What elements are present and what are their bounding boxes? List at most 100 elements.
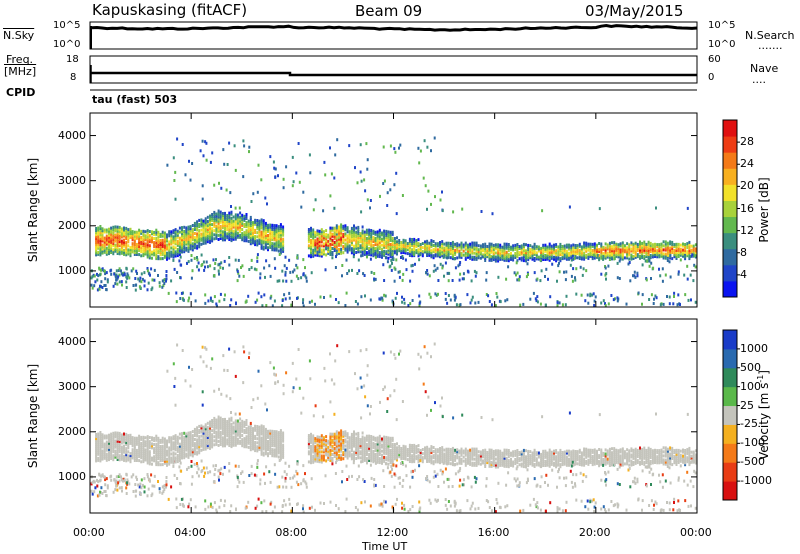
velocity-cell xyxy=(198,449,201,453)
power-cell xyxy=(112,242,115,246)
power-cell xyxy=(129,248,132,252)
power-cell xyxy=(302,258,305,262)
power-cell xyxy=(307,244,310,248)
velocity-cell xyxy=(185,434,188,438)
power-cell xyxy=(365,142,368,146)
power-cell xyxy=(277,243,280,247)
velocity-cell xyxy=(335,440,338,444)
velocity-cell xyxy=(344,444,347,448)
power-cell xyxy=(331,242,334,246)
velocity-cell xyxy=(202,429,205,433)
power-cell xyxy=(549,295,552,299)
velocity-cell xyxy=(187,453,190,457)
power-cell xyxy=(467,249,469,253)
power-cell xyxy=(485,293,488,296)
power-cell xyxy=(118,248,121,252)
velocity-cell xyxy=(316,459,319,463)
velocity-cell xyxy=(219,420,222,424)
power-cell xyxy=(112,238,115,241)
power-cell xyxy=(383,231,386,235)
power-cell xyxy=(662,302,665,306)
power-cell xyxy=(206,238,209,242)
power-cell xyxy=(256,235,259,239)
velocity-cell xyxy=(402,454,405,458)
power-cell xyxy=(282,231,285,235)
velocity-cell xyxy=(269,433,272,437)
velocity-cell xyxy=(327,439,330,443)
velocity-cell xyxy=(353,436,355,440)
power-cell xyxy=(372,237,375,241)
power-cell xyxy=(589,244,592,248)
velocity-cell xyxy=(228,429,231,433)
velocity-cell xyxy=(209,446,211,450)
velocity-cell xyxy=(215,418,218,422)
velocity-cell xyxy=(271,442,274,445)
power-cell xyxy=(96,272,98,276)
power-cell xyxy=(139,287,142,290)
power-cell xyxy=(125,229,128,232)
velocity-cell xyxy=(215,432,218,436)
power-cell xyxy=(270,294,273,298)
velocity-cell xyxy=(228,435,231,439)
power-cell xyxy=(277,237,280,241)
power-cell xyxy=(99,229,102,232)
power-cell xyxy=(447,251,450,255)
power-cell xyxy=(539,302,542,306)
power-cell xyxy=(570,250,573,254)
velocity-cell xyxy=(217,431,220,435)
power-cell xyxy=(693,263,696,267)
velocity-cell xyxy=(333,432,336,436)
power-cell xyxy=(632,250,635,254)
velocity-cell xyxy=(170,448,173,452)
velocity-cell xyxy=(417,458,420,462)
velocity-cell xyxy=(166,441,168,445)
power-cell xyxy=(245,239,248,243)
power-cell xyxy=(174,230,177,234)
power-cell xyxy=(544,253,547,257)
velocity-cell xyxy=(249,436,252,440)
velocity-cell xyxy=(372,437,375,441)
velocity-cell xyxy=(279,457,282,461)
power-cell xyxy=(265,304,268,307)
velocity-cell xyxy=(387,438,390,442)
power-cell xyxy=(200,232,203,236)
power-cell xyxy=(460,243,463,247)
velocity-cell xyxy=(97,450,100,454)
power-cell xyxy=(639,242,641,246)
velocity-cell xyxy=(260,428,263,432)
velocity-cell xyxy=(129,458,132,462)
power-cell xyxy=(684,247,687,251)
power-cell xyxy=(369,199,372,202)
velocity-cell xyxy=(241,427,244,431)
power-cell xyxy=(276,279,279,283)
power-cell xyxy=(580,253,583,257)
velocity-cell xyxy=(417,450,420,454)
power-cell xyxy=(460,255,463,259)
power-cell xyxy=(234,206,237,210)
power-cell xyxy=(161,238,164,242)
power-cell xyxy=(120,251,123,255)
velocity-cell xyxy=(318,450,321,454)
velocity-cell xyxy=(230,437,233,440)
power-cell xyxy=(570,254,573,258)
velocity-cell xyxy=(421,458,424,462)
power-cell xyxy=(143,284,146,288)
power-cell xyxy=(605,277,607,281)
velocity-cell xyxy=(178,446,181,450)
power-cell xyxy=(656,243,659,247)
power-cell xyxy=(187,239,190,243)
velocity-cell xyxy=(200,438,203,442)
power-cell xyxy=(430,149,432,153)
power-cell xyxy=(120,247,123,251)
velocity-cell xyxy=(316,443,319,447)
power-cell xyxy=(228,231,231,235)
power-cell xyxy=(531,247,534,251)
power-cell xyxy=(411,299,414,302)
power-cell xyxy=(626,252,629,256)
power-cell xyxy=(133,248,136,252)
velocity-cell xyxy=(127,438,130,442)
velocity-cell xyxy=(329,436,332,440)
power-cell xyxy=(411,254,414,258)
power-cell xyxy=(460,251,463,255)
power-cell xyxy=(191,244,194,248)
